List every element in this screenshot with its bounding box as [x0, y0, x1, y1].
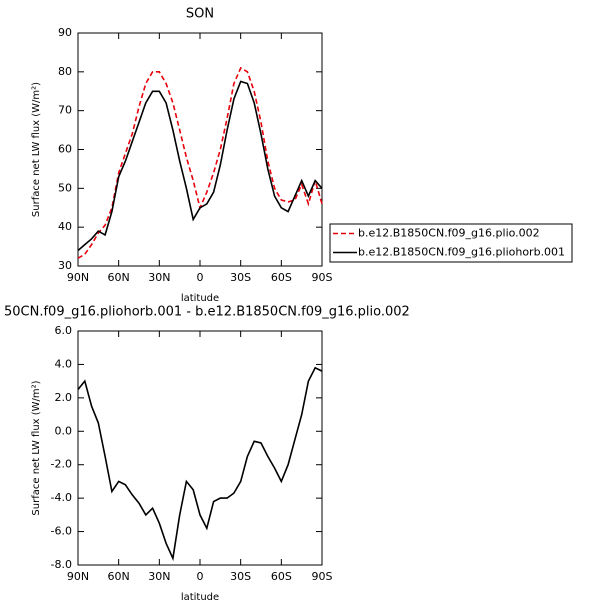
- y-tick-label: 4.0: [55, 357, 73, 370]
- y-tick-label: 0.0: [55, 424, 73, 437]
- x-tick-label: 90S: [312, 271, 333, 284]
- x-tick-label: 30S: [230, 271, 251, 284]
- chart-title: SON: [186, 7, 214, 22]
- y-tick-label: -8.0: [51, 558, 72, 571]
- x-tick-label: 90S: [312, 570, 333, 583]
- y-axis-label: Surface net LW flux (W/m²): [31, 380, 42, 515]
- y-tick-label: 30: [58, 259, 72, 272]
- x-tick-label: 60S: [271, 271, 292, 284]
- data-line: [77, 80, 323, 252]
- x-tick-label: 60N: [108, 570, 130, 583]
- legend-label: b.e12.B1850CN.f09_g16.pliohorb.001: [358, 246, 565, 259]
- y-tick-label: -4.0: [51, 491, 72, 504]
- data-line: [77, 366, 323, 562]
- x-tick-label: 0: [197, 271, 204, 284]
- y-tick-label: 50: [58, 181, 72, 194]
- x-axis-label: latitude: [181, 293, 219, 304]
- y-tick-label: 70: [58, 104, 72, 117]
- data-line: [77, 66, 323, 259]
- y-tick-label: 60: [58, 143, 72, 156]
- y-tick-label: -2.0: [51, 458, 72, 471]
- y-tick-label: 2.0: [55, 391, 73, 404]
- y-tick-label: 6.0: [55, 324, 73, 337]
- x-axis-label: latitude: [181, 592, 219, 603]
- chart-title: 50CN.f09_g16.pliohorb.001 - b.e12.B1850C…: [4, 305, 410, 320]
- y-tick-label: 90: [58, 26, 72, 39]
- legend-frame: [329, 223, 573, 263]
- x-tick-label: 90N: [67, 570, 89, 583]
- y-tick-label: -6.0: [51, 525, 72, 538]
- x-tick-label: 30N: [148, 570, 170, 583]
- plot-frame: [77, 330, 323, 566]
- x-tick-label: 30S: [230, 570, 251, 583]
- x-tick-label: 90N: [67, 271, 89, 284]
- x-tick-label: 60N: [108, 271, 130, 284]
- y-axis-label: Surface net LW flux (W/m²): [31, 82, 42, 217]
- y-tick-label: 40: [58, 220, 72, 233]
- plot-frame: [77, 32, 323, 267]
- x-tick-label: 30N: [148, 271, 170, 284]
- legend-label: b.e12.B1850CN.f09_g16.plio.002: [358, 227, 540, 240]
- x-tick-label: 60S: [271, 570, 292, 583]
- x-tick-label: 0: [197, 570, 204, 583]
- y-tick-label: 80: [58, 65, 72, 78]
